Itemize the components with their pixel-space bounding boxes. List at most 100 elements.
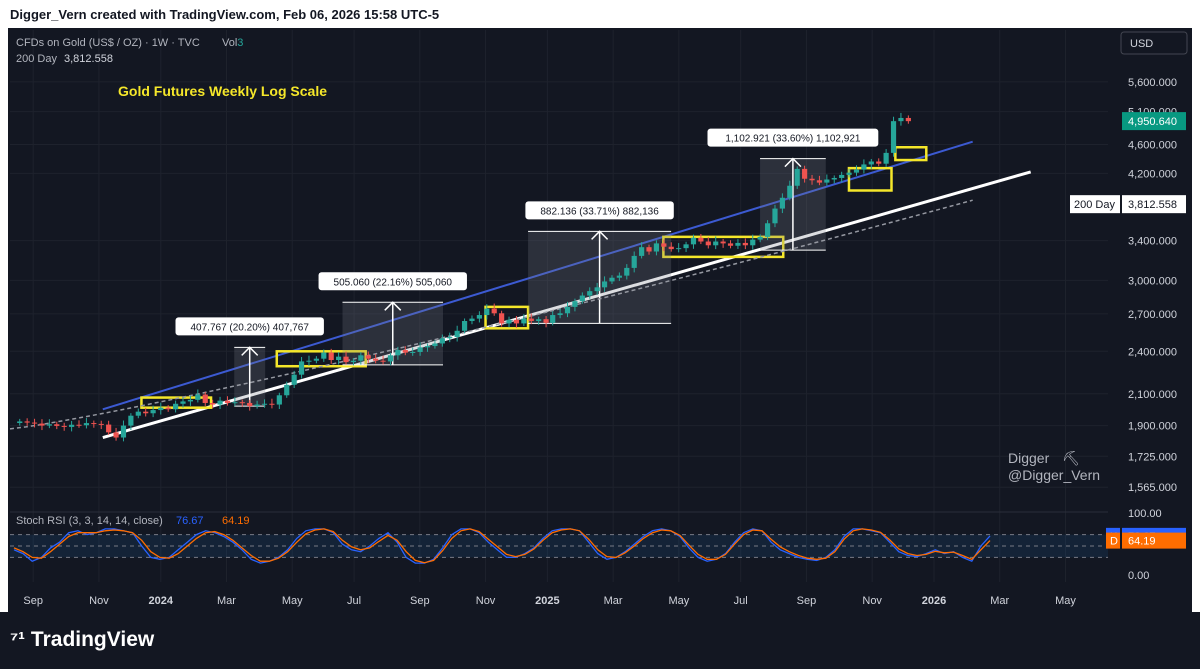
measure-label: 1,102.921 (33.60%) 1,102,921 — [725, 134, 861, 145]
candle-body — [217, 400, 223, 405]
candle-body — [410, 351, 416, 353]
stoch-k-line — [13, 528, 991, 564]
candle-body — [764, 223, 771, 237]
candle-body — [757, 236, 763, 240]
stoch-d-tag-letter-bg — [1106, 532, 1120, 549]
y-tick-label: 3,000.000 — [1128, 275, 1177, 287]
candle-body — [313, 358, 319, 361]
candle-body — [224, 400, 231, 403]
candle-body — [683, 244, 689, 249]
ma-tag-value-bg — [1122, 195, 1186, 214]
y-tick-label: 1,565.000 — [1128, 482, 1177, 494]
tradingview-logo[interactable]: ⁷¹ TradingView — [10, 628, 154, 652]
measure-tools: 407.767 (20.20%) 407,767 505.060 (22.16%)… — [175, 128, 879, 407]
stoch-rsi-pane — [10, 511, 1108, 564]
header-bar: Digger_Vern created with TradingView.com… — [0, 0, 1200, 28]
ma-tag-value: 3,812.558 — [1128, 199, 1177, 211]
candle-body — [579, 295, 585, 302]
candle-body — [135, 411, 141, 416]
candle-body — [876, 161, 882, 164]
candle-body — [469, 318, 475, 322]
candle-body — [24, 421, 30, 423]
candle-body — [76, 424, 82, 426]
candle-body — [247, 402, 253, 407]
candle-body — [336, 356, 342, 361]
consolidation-box — [894, 145, 928, 162]
candle-body — [284, 384, 290, 396]
created-line: Digger_Vern created with TradingView.com… — [10, 7, 440, 22]
candle-body — [898, 117, 904, 122]
candle-body — [631, 255, 637, 268]
y-tick-label: 5,600.000 — [1128, 77, 1177, 89]
stoch-d-tag-value: 64.19 — [1128, 536, 1156, 548]
candle-body — [239, 402, 245, 404]
candle-body — [187, 399, 194, 402]
candle-body — [143, 411, 149, 414]
candle-body — [824, 179, 830, 183]
candle-body — [128, 415, 134, 426]
candle-body — [853, 169, 860, 173]
x-tick-label: Jul — [734, 595, 748, 607]
y-tick-label: 1,900.000 — [1128, 421, 1177, 433]
stoch-d-tag-letter: D — [1110, 536, 1118, 548]
measure-label: 407.767 (20.20%) 407,767 — [190, 322, 309, 333]
consolidation-box — [847, 166, 893, 192]
candle-body — [506, 319, 512, 324]
candle-body — [594, 287, 600, 292]
stoch-band — [10, 534, 1108, 558]
candle-body — [727, 243, 734, 246]
candle-body — [787, 185, 793, 198]
candle-body — [543, 319, 549, 323]
candle-body — [210, 402, 216, 405]
candle-body — [350, 360, 357, 363]
candle-body — [616, 275, 622, 278]
candle-body — [528, 318, 534, 322]
candle-body — [905, 117, 911, 122]
candle-body — [373, 358, 379, 361]
candle-body — [254, 404, 260, 407]
y-tick-label: 4,200.000 — [1128, 168, 1177, 180]
y-tick-label: 1,725.000 — [1128, 451, 1177, 463]
candle-body — [358, 355, 364, 361]
tradingview-logo-text: TradingView — [30, 628, 155, 651]
candle-body — [609, 277, 615, 282]
candle-body — [779, 197, 785, 209]
x-tick-label: Mar — [990, 595, 1009, 607]
stoch-y-tick: 0.00 — [1128, 570, 1149, 582]
last-price-tag — [1122, 112, 1186, 131]
candle-body — [98, 423, 104, 425]
candle-body — [572, 301, 578, 307]
candle-body — [83, 423, 90, 426]
candle-body — [120, 425, 127, 438]
candle-body — [564, 306, 571, 314]
x-tick-label: May — [282, 595, 303, 607]
candle-body — [61, 425, 67, 427]
ma-legend-label: 200 Day — [16, 53, 57, 65]
x-tick-label: Sep — [797, 595, 817, 607]
candle-body — [447, 337, 453, 339]
candle-body — [720, 241, 726, 244]
ma-tag-name-bg — [1070, 195, 1120, 214]
candle-body — [150, 410, 156, 414]
x-tick-label: Mar — [217, 595, 236, 607]
stoch-k-value: 76.67 — [176, 515, 204, 527]
candle-body — [846, 172, 852, 175]
candle-body — [484, 308, 490, 316]
measure-label-bg — [525, 201, 674, 220]
candle-body — [269, 403, 275, 405]
measure-label-bg — [707, 128, 879, 147]
candle-body — [653, 243, 660, 252]
chart-canvas[interactable]: 407.767 (20.20%) 407,767 505.060 (22.16%)… — [0, 0, 1200, 612]
currency-button[interactable] — [1120, 31, 1188, 55]
channel-upper-line — [102, 140, 973, 411]
stoch-y-tick: 100.00 — [1128, 508, 1162, 520]
ma-legend-value: 3,812.558 — [64, 53, 113, 65]
stoch-d-line — [13, 528, 991, 564]
stoch-d-value: 64.19 — [222, 515, 250, 527]
y-tick-label: 4,600.000 — [1128, 139, 1177, 151]
watermark-line1: Digger — [1008, 450, 1050, 466]
candle-body — [550, 315, 556, 323]
moving-average — [9, 199, 973, 430]
candle-body — [306, 360, 312, 362]
candle-body — [735, 242, 741, 246]
